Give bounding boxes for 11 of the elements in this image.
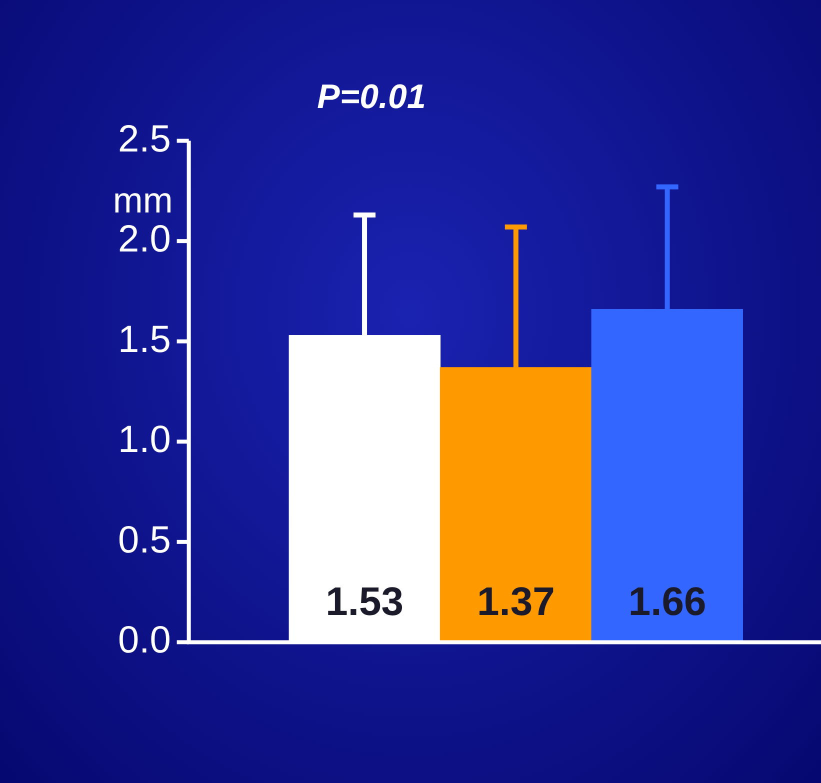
data-label: 1.66 [628,580,706,624]
chart-title: P=0.01 [317,78,426,116]
y-tick-label: 2.0 [118,218,171,261]
y-tick-label: 2.5 [118,118,171,160]
y-tick-label: 1.0 [118,419,171,462]
data-label: 1.53 [326,580,404,624]
data-label: 1.37 [476,580,555,624]
y-tick-label: 0.0 [118,620,171,662]
y-tick-label: 1.5 [118,318,171,361]
y-axis-title: mm [112,180,173,221]
y-tick-label: 0.5 [118,519,171,562]
